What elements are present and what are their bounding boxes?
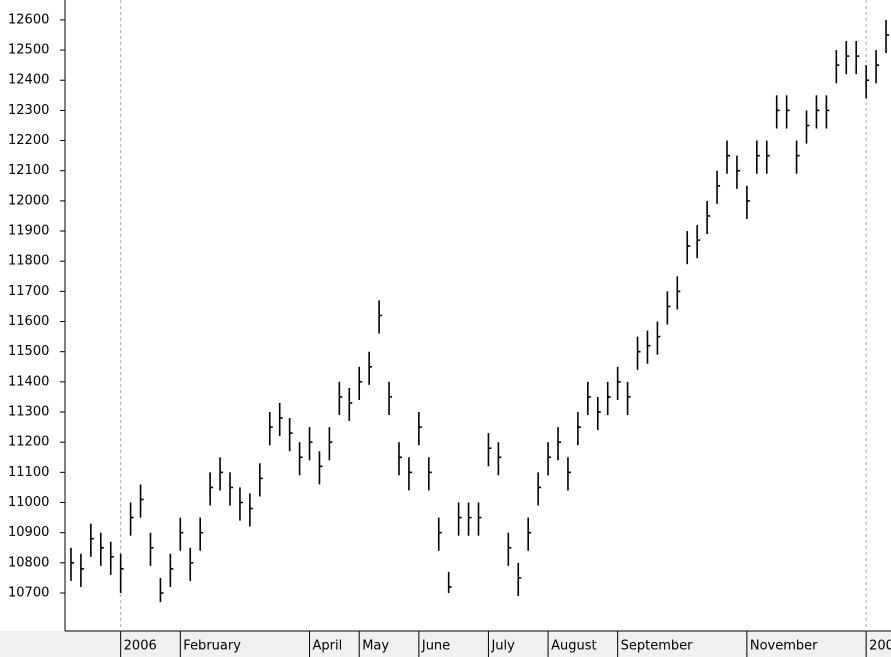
y-tick-label: 12600 <box>8 12 49 27</box>
x-tick-label: July <box>490 639 515 654</box>
y-tick-label: 12300 <box>8 103 49 118</box>
x-tick-label: 2006 <box>124 639 157 654</box>
x-tick-label: February <box>183 639 241 654</box>
x-tick-label: September <box>621 639 694 654</box>
x-tick-label: June <box>421 639 450 654</box>
x-tick-label: April <box>313 639 343 654</box>
x-axis-band <box>0 631 891 657</box>
y-tick-label: 11500 <box>8 344 49 359</box>
y-tick-label: 12400 <box>8 73 49 88</box>
y-tick-label: 11200 <box>8 435 49 450</box>
y-tick-label: 12500 <box>8 43 49 58</box>
y-tick-label: 11400 <box>8 374 49 389</box>
y-tick-label: 10700 <box>8 585 49 600</box>
y-tick-label: 11900 <box>8 224 49 239</box>
y-tick-label: 12200 <box>8 133 49 148</box>
x-tick-label: August <box>551 639 597 654</box>
y-tick-label: 11300 <box>8 405 49 420</box>
y-tick-label: 11600 <box>8 314 49 329</box>
y-tick-label: 12000 <box>8 193 49 208</box>
y-tick-label: 11800 <box>8 254 49 269</box>
y-tick-label: 11100 <box>8 465 49 480</box>
y-tick-label: 11000 <box>8 495 49 510</box>
x-tick-label: November <box>750 639 818 654</box>
y-tick-label: 12100 <box>8 163 49 178</box>
x-tick-label: 200 <box>869 639 891 654</box>
y-tick-label: 10800 <box>8 555 49 570</box>
y-tick-label: 10900 <box>8 525 49 540</box>
x-tick-label: May <box>362 639 389 654</box>
y-tick-label: 11700 <box>8 284 49 299</box>
